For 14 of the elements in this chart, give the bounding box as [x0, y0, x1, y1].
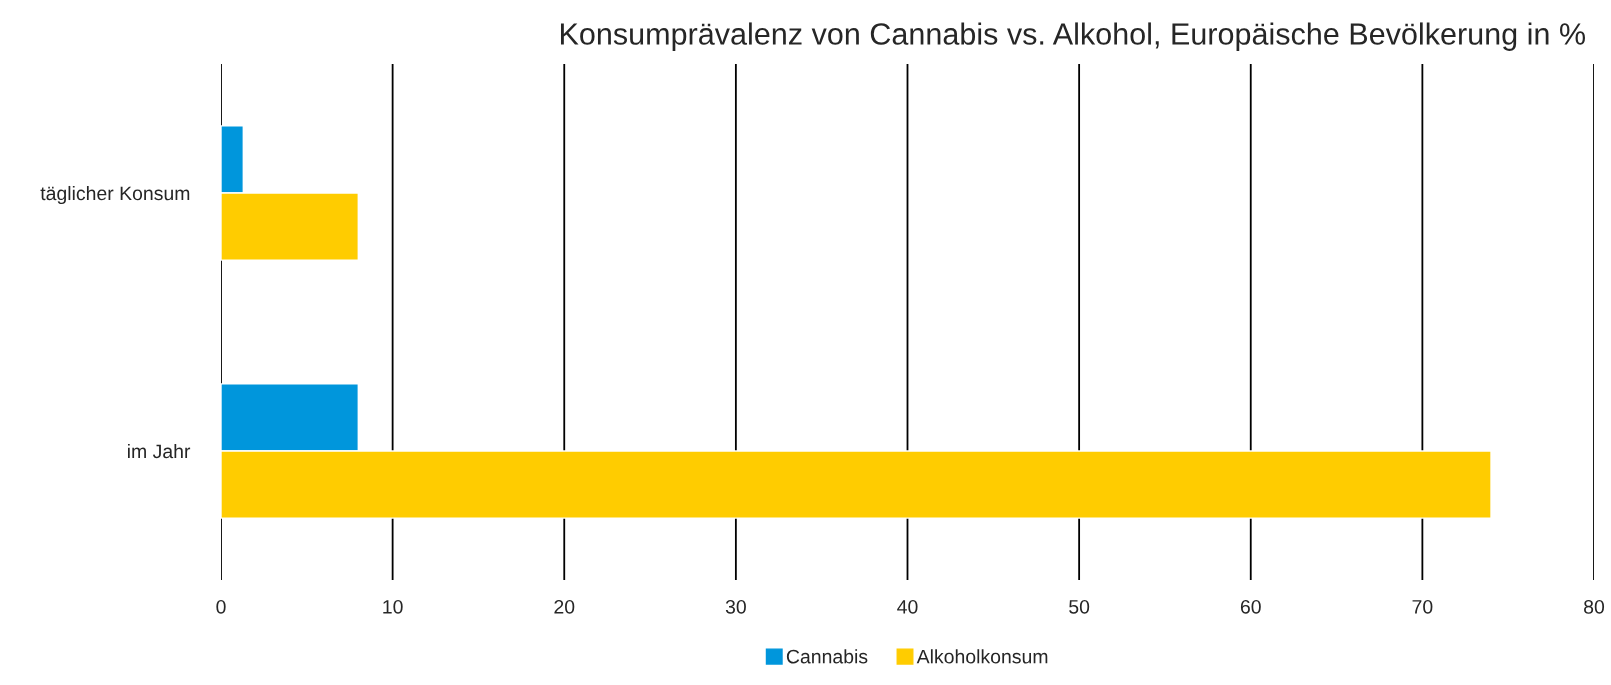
x-tick-label: 10	[383, 599, 403, 614]
y-tick-label: im Jahr	[128, 443, 191, 459]
x-tick-label: 80	[1584, 599, 1605, 614]
legend-label: Cannabis	[786, 649, 868, 664]
x-tick-label: 70	[1412, 599, 1433, 614]
x-tick-label: 60	[1240, 599, 1261, 614]
x-tick-label: 0	[216, 599, 226, 614]
y-tick-label: täglicher Konsum	[40, 185, 190, 205]
x-tick-label: 20	[554, 599, 575, 614]
chart-title: Konsumprävalenz von Cannabis vs. Alkohol, Europäische Bevölkerung in %	[560, 22, 1585, 51]
x-tick-label: 30	[725, 599, 746, 614]
x-tick-label: 40	[897, 599, 918, 614]
legend-label: Alkoholkonsum	[916, 649, 1048, 664]
x-tick-label: 50	[1069, 599, 1090, 614]
